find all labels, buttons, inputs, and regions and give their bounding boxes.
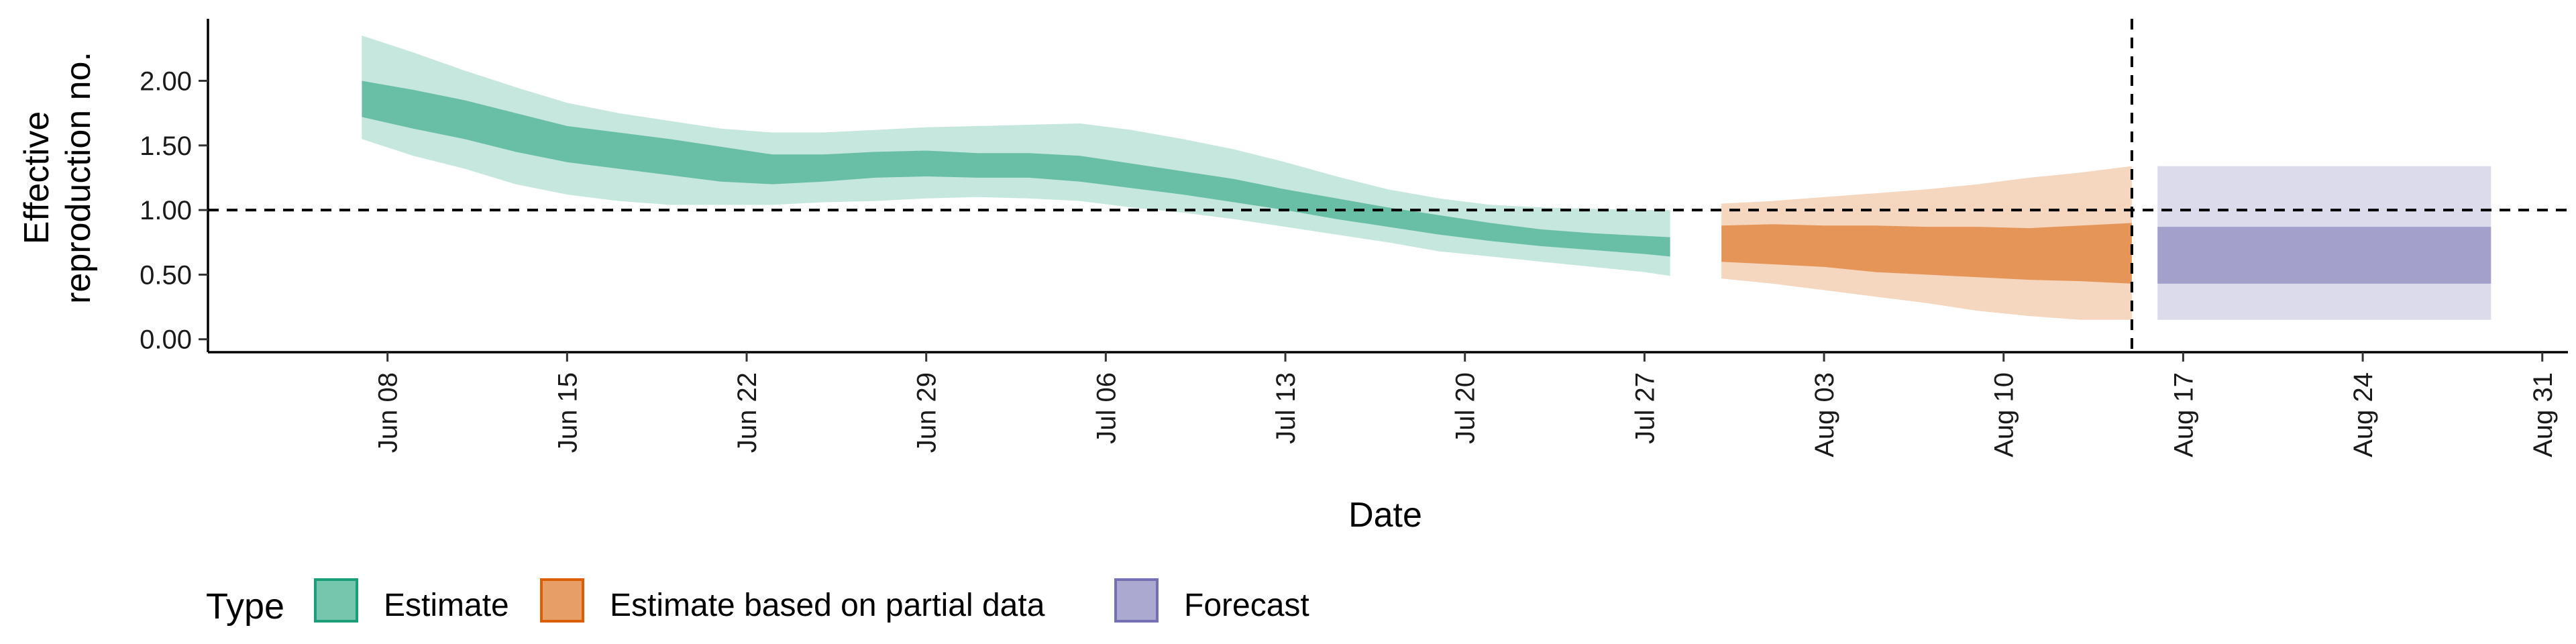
estimate-based-on-partial-data-inner-band (1721, 223, 2132, 284)
x-tick-label: Jul 20 (1451, 372, 1481, 444)
legend-item-estimate: Estimate (314, 578, 509, 623)
x-tick-label: Jun 08 (374, 372, 403, 453)
y-axis-title-line-2: reproduction no. (59, 52, 98, 304)
legend-title: Type (206, 586, 284, 627)
legend: Type Estimate Estimate based on partial d… (206, 578, 1309, 627)
ribbon-bands (362, 36, 2491, 320)
x-axis-title: Date (1348, 496, 1422, 535)
legend-item-forecast: Forecast (1114, 578, 1309, 623)
y-tick-label: 0.50 (140, 260, 192, 290)
y-tick-label: 2.00 (140, 66, 192, 96)
x-tick-label: Aug 10 (1990, 372, 2019, 458)
legend-key-estimate-based-on-partial-data (540, 578, 584, 623)
legend-label-estimate-based-on-partial-data: Estimate based on partial data (610, 588, 1045, 623)
y-axis-title-line-1: Effective (17, 111, 56, 244)
y-axis-ticks: 0.00 0.50 1.00 1.50 2.00 (140, 66, 208, 355)
legend-label-forecast: Forecast (1184, 588, 1309, 623)
axes (207, 19, 2568, 354)
y-tick-label: 1.50 (140, 131, 192, 161)
legend-label-estimate: Estimate (384, 588, 509, 623)
legend-key-estimate (314, 578, 358, 623)
x-tick-label: Aug 24 (2349, 372, 2378, 458)
x-tick-label: Jul 06 (1091, 372, 1121, 444)
legend-item-estimate-based-on-partial-data: Estimate based on partial data (540, 578, 1045, 623)
x-tick-label: Aug 31 (2528, 372, 2558, 458)
x-tick-label: Jul 27 (1630, 372, 1660, 444)
x-tick-label: Aug 17 (2169, 372, 2198, 458)
y-tick-label: 1.00 (140, 196, 192, 225)
y-tick-label: 0.00 (140, 325, 192, 355)
x-axis-ticks: Jun 08 Jun 15 Jun 22 Jun 29 Jul 06 Jul 13 Jul … (374, 352, 2558, 458)
x-tick-label: Aug 03 (1810, 372, 1839, 458)
legend-items: Estimate Estimate based on partial data Fo… (314, 578, 1309, 623)
x-tick-label: Jul 13 (1271, 372, 1301, 444)
estimate-inner-band (362, 80, 1670, 257)
x-tick-label: Jun 22 (733, 372, 762, 453)
y-axis-title: Effective reproduction no. (17, 52, 98, 304)
x-tick-label: Jun 15 (553, 372, 582, 453)
x-tick-label: Jun 29 (912, 372, 942, 453)
legend-key-forecast (1114, 578, 1159, 623)
forecast-inner-band (2157, 227, 2491, 284)
